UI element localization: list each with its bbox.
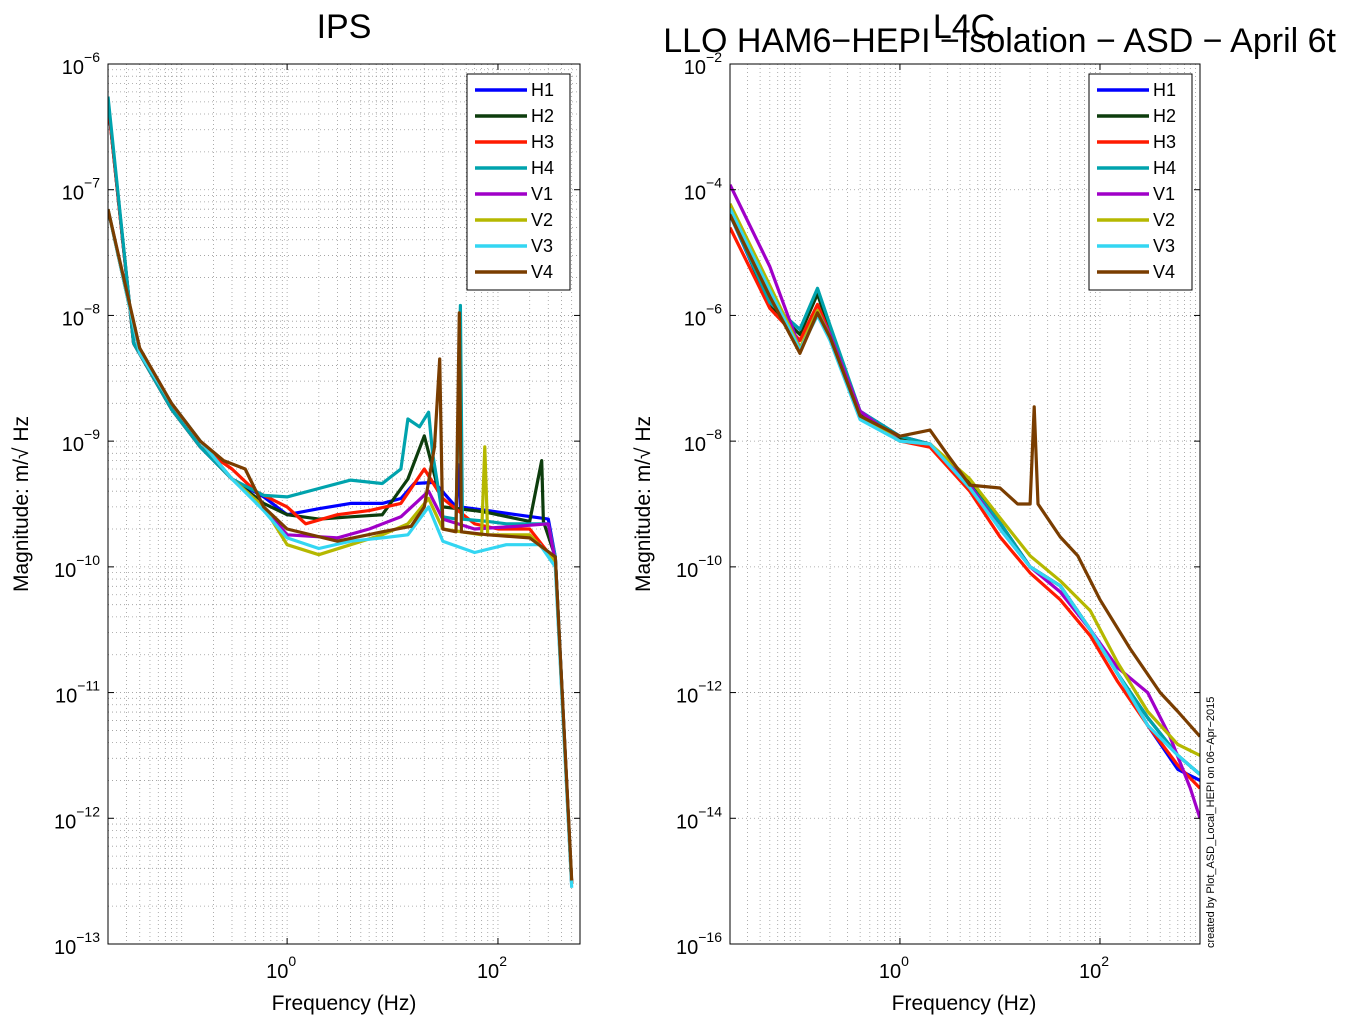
legend-label: H2	[531, 106, 554, 126]
y-axis-label-l4c: Magnitude: m/√ Hz	[632, 416, 655, 592]
legend-label: H1	[1153, 80, 1176, 100]
x-axis-label-l4c: Frequency (Hz)	[892, 992, 1037, 1015]
legend-item-v2: V2	[1097, 210, 1175, 230]
legend-l4c: H1 H2 H3 H4 V1 V2 V3 V4	[1088, 73, 1193, 291]
legend-item-v3: V3	[475, 236, 553, 256]
legend-item-h4: H4	[475, 158, 554, 178]
x-tick-label: 100	[879, 953, 909, 983]
x-tick-label: 102	[1079, 953, 1109, 983]
legend-label: H2	[1153, 106, 1176, 126]
legend-item-h2: H2	[475, 106, 554, 126]
x-ticks-ips: 100 102	[266, 64, 507, 983]
y-tick-label: 10−8	[684, 426, 722, 456]
y-axis-label-ips: Magnitude: m/√ Hz	[10, 416, 33, 592]
legend-ips: H1 H2 H3 H4 V1 V2 V3 V4	[466, 73, 571, 291]
y-tick-label: 10−11	[55, 678, 100, 708]
legend-label: V1	[531, 184, 553, 204]
y-tick-label: 10−4	[684, 175, 722, 205]
legend-label: V3	[531, 236, 553, 256]
legend-item-h2: H2	[1097, 106, 1176, 126]
axes-box-l4c	[729, 63, 1201, 945]
series-lines-l4c	[730, 183, 1200, 819]
figure-suptitle: LLO HAM6−HEPI −Isolation − ASD − April 6…	[663, 22, 1336, 60]
x-axis-label-ips: Frequency (Hz)	[272, 992, 417, 1015]
y-ticks-ips: 10−6 10−7 10−8 10−9 10−10 10−11 10−12 10−13	[54, 49, 580, 959]
legend-item-h1: H1	[1097, 80, 1176, 100]
legend-label: V2	[1153, 210, 1175, 230]
legend-label: V3	[1153, 236, 1175, 256]
series-lines-ips	[108, 96, 574, 888]
x-tick-label: 102	[477, 953, 507, 983]
legend-item-h3: H3	[1097, 132, 1176, 152]
y-tick-label: 10−8	[62, 300, 100, 330]
y-tick-label: 10−16	[676, 929, 722, 959]
y-ticks-l4c: 10−2 10−4 10−6 10−8 10−10 10−12 10−14 10−16	[676, 49, 1200, 959]
legend-box	[466, 73, 571, 291]
x-ticks-l4c: 100 102	[879, 64, 1109, 983]
y-tick-label: 10−6	[62, 49, 100, 79]
legend-label: H3	[531, 132, 554, 152]
y-tick-label: 10−7	[62, 175, 100, 205]
legend-item-h3: H3	[475, 132, 554, 152]
legend-label: V4	[1153, 262, 1175, 282]
legend-item-v1: V1	[475, 184, 553, 204]
axes-box-ips	[107, 63, 581, 945]
legend-item-v1: V1	[1097, 184, 1175, 204]
legend-item-v3: V3	[1097, 236, 1175, 256]
legend-label: V2	[531, 210, 553, 230]
series-line-v4	[108, 208, 574, 881]
y-tick-label: 10−10	[676, 552, 722, 582]
plot-title-l4c: L4C	[933, 8, 995, 46]
panel-l4c: 10−2 10−4 10−6 10−8 10−10 10−12 10−14 10−16 100…	[632, 8, 1201, 1015]
creation-stamp: created by Plot_ASD_Local_HEPI on 06−Apr…	[1205, 697, 1217, 948]
legend-item-v2: V2	[475, 210, 553, 230]
legend-item-v4: V4	[475, 262, 553, 282]
y-tick-label: 10−2	[684, 49, 722, 79]
panel-ips: 10−6 10−7 10−8 10−9 10−10 10−11 10−12 10−13 100…	[10, 8, 581, 1015]
legend-label: H4	[1153, 158, 1176, 178]
series-line-h3	[730, 226, 1200, 790]
legend-item-h1: H1	[475, 80, 554, 100]
series-line-v4	[730, 213, 1200, 738]
y-tick-label: 10−13	[54, 929, 100, 959]
legend-box	[1088, 73, 1193, 291]
legend-label: H1	[531, 80, 554, 100]
y-tick-label: 10−10	[54, 552, 100, 582]
y-tick-label: 10−14	[676, 803, 722, 833]
y-tick-label: 10−6	[684, 300, 722, 330]
legend-label: H3	[1153, 132, 1176, 152]
legend-item-v4: V4	[1097, 262, 1175, 282]
legend-label: H4	[531, 158, 554, 178]
x-tick-label: 100	[266, 953, 296, 983]
y-tick-label: 10−12	[54, 803, 100, 833]
legend-label: V4	[531, 262, 553, 282]
legend-item-h4: H4	[1097, 158, 1176, 178]
plot-title-ips: IPS	[317, 8, 372, 46]
y-tick-label: 10−12	[676, 678, 722, 708]
y-tick-label: 10−9	[62, 426, 100, 456]
legend-label: V1	[1153, 184, 1175, 204]
